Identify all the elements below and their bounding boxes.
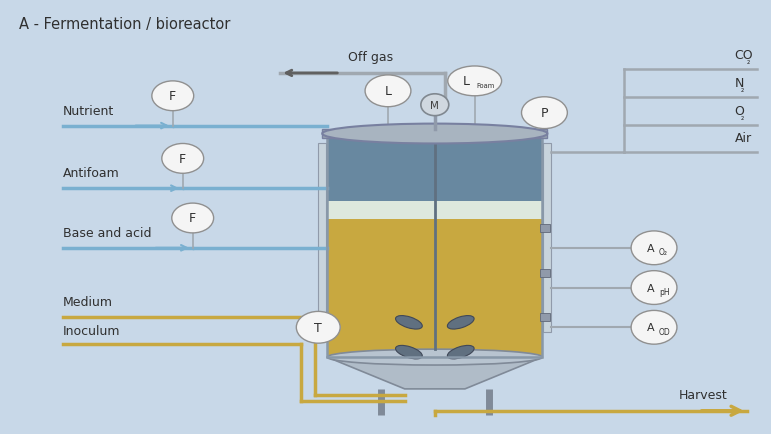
Ellipse shape (631, 310, 677, 344)
Text: T: T (315, 322, 322, 335)
Bar (327, 134, 543, 205)
Text: L: L (385, 85, 392, 99)
Text: O₂: O₂ (659, 248, 668, 257)
Text: A: A (647, 244, 655, 254)
Text: Harvest: Harvest (679, 389, 728, 402)
Ellipse shape (152, 81, 194, 111)
Text: pH: pH (659, 288, 670, 297)
Bar (540, 269, 550, 276)
Ellipse shape (448, 66, 502, 96)
Ellipse shape (296, 311, 340, 343)
Text: P: P (540, 107, 548, 120)
Text: ₂: ₂ (741, 112, 744, 122)
Text: A: A (647, 283, 655, 293)
Ellipse shape (631, 271, 677, 304)
Bar (327, 134, 543, 357)
Bar (540, 224, 550, 232)
Text: Base and acid: Base and acid (63, 227, 152, 240)
Text: F: F (179, 153, 187, 166)
Text: Off gas: Off gas (348, 51, 393, 64)
Text: OD: OD (659, 328, 671, 337)
Ellipse shape (327, 349, 543, 365)
Text: L: L (463, 76, 470, 89)
Bar (318, 144, 326, 332)
Text: Inoculum: Inoculum (63, 325, 121, 338)
Text: ₂: ₂ (741, 85, 744, 94)
Text: A - Fermentation / bioreactor: A - Fermentation / bioreactor (19, 17, 231, 32)
Bar (540, 313, 550, 321)
Text: A: A (647, 323, 655, 333)
Bar (327, 201, 543, 219)
Ellipse shape (631, 231, 677, 265)
Text: Nutrient: Nutrient (63, 105, 114, 118)
Polygon shape (327, 357, 543, 389)
Text: F: F (189, 213, 197, 226)
Text: Antifoam: Antifoam (63, 167, 120, 180)
Ellipse shape (447, 345, 474, 359)
Bar (319, 313, 329, 321)
Ellipse shape (365, 75, 411, 107)
Ellipse shape (172, 203, 214, 233)
Text: Air: Air (735, 132, 752, 145)
Text: F: F (169, 90, 177, 103)
Text: CO: CO (735, 49, 753, 62)
Ellipse shape (421, 94, 449, 115)
Bar (327, 134, 543, 357)
Ellipse shape (396, 316, 423, 329)
Ellipse shape (322, 124, 547, 144)
Ellipse shape (521, 97, 567, 128)
Text: M: M (430, 101, 439, 111)
Bar (544, 144, 551, 332)
Text: ₂: ₂ (746, 57, 750, 66)
Ellipse shape (396, 345, 423, 359)
Text: Medium: Medium (63, 296, 113, 309)
Text: N: N (735, 77, 744, 90)
Ellipse shape (447, 316, 474, 329)
Text: Foam: Foam (476, 83, 495, 89)
Ellipse shape (162, 144, 204, 173)
Text: O: O (735, 105, 745, 118)
Bar (322, 128, 547, 138)
